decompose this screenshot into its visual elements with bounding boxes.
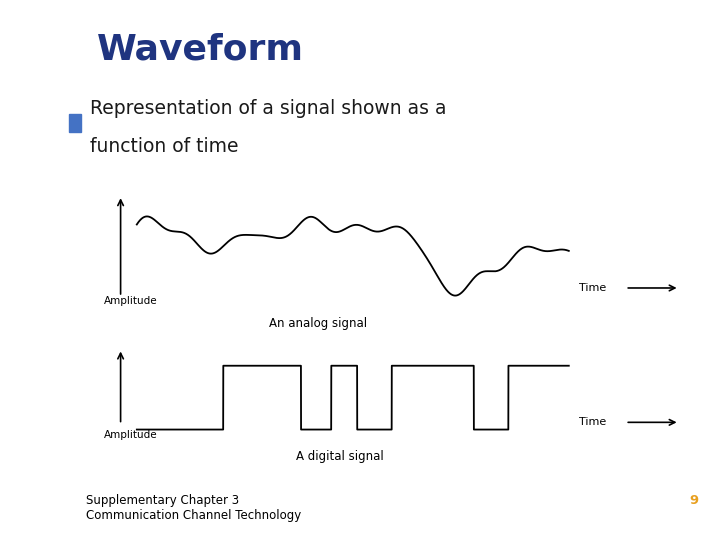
Text: Supplementary Chapter 3
Communication Channel Technology: Supplementary Chapter 3 Communication Ch…: [86, 494, 302, 522]
Text: function of time: function of time: [90, 137, 239, 157]
Text: Amplitude: Amplitude: [104, 296, 158, 306]
Text: Time: Time: [579, 417, 606, 427]
Text: Amplitude: Amplitude: [104, 430, 158, 440]
Text: Representation of a signal shown as a: Representation of a signal shown as a: [90, 99, 447, 118]
Text: Waveform: Waveform: [97, 32, 304, 66]
Text: Time: Time: [579, 283, 606, 293]
Bar: [69, 114, 81, 132]
Text: An analog signal: An analog signal: [269, 318, 367, 330]
Text: 9: 9: [689, 494, 698, 507]
Text: A digital signal: A digital signal: [296, 450, 384, 463]
